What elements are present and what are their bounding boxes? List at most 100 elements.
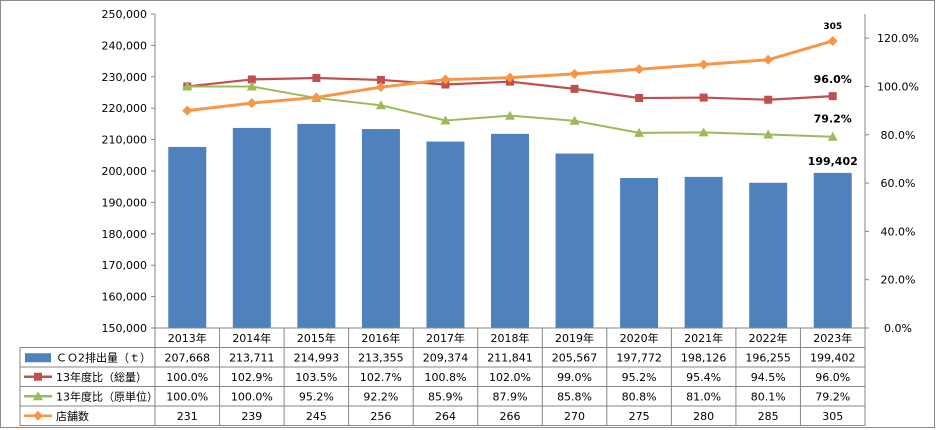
table-cell: 285: [758, 410, 779, 423]
table-cell: 211,841: [487, 351, 533, 364]
y-left-tick-label: 200,000: [102, 165, 148, 178]
point-diamond: [505, 72, 515, 83]
y-left-tick-label: 190,000: [102, 196, 148, 209]
table-cell: 245: [306, 410, 327, 423]
bar-co2: [168, 146, 207, 328]
point-diamond: [634, 64, 645, 75]
legend-key-marker: [34, 372, 42, 381]
table-cell: 102.7%: [360, 371, 402, 384]
x-tick-label: 2019年: [555, 331, 594, 345]
y-right-tick-label: 80.0%: [881, 129, 916, 142]
x-tick-label: 2017年: [426, 331, 465, 345]
annotation-stores-2023: 305: [823, 22, 842, 32]
table-cell: 94.5%: [751, 371, 786, 384]
table-cell: 214,993: [294, 351, 340, 364]
table-cell: 99.0%: [557, 371, 592, 384]
table-cell: 85.9%: [428, 390, 463, 403]
y-left-tick-label: 240,000: [102, 39, 148, 52]
table-cell: 231: [177, 410, 198, 423]
x-tick-label: 2015年: [297, 331, 336, 345]
table-cell: 87.9%: [493, 390, 528, 403]
point-diamond: [246, 98, 257, 109]
y-right-tick-label: 0.0%: [884, 322, 912, 335]
table-cell: 103.5%: [295, 371, 337, 384]
y-right-tick-label: 40.0%: [881, 225, 916, 238]
point-square: [828, 92, 837, 101]
table-cell: 197,772: [616, 351, 662, 364]
bar-co2: [620, 177, 659, 328]
legend-key-marker: [33, 391, 43, 401]
table-cell: 100.0%: [166, 371, 208, 384]
point-triangle: [440, 115, 451, 125]
bar-co2: [297, 123, 336, 328]
table-cell: 95.2%: [622, 371, 657, 384]
x-tick-label: 2018年: [491, 331, 530, 345]
table-cell: 266: [500, 410, 521, 423]
bar-co2: [749, 182, 788, 328]
table-cell: 280: [693, 410, 714, 423]
legend-key-marker: [33, 410, 43, 421]
point-diamond: [182, 105, 193, 116]
y-left-tick-label: 220,000: [102, 102, 148, 115]
legend-series-name: ＣＯ2排出量（ｔ）: [56, 350, 151, 364]
table-cell: 81.0%: [686, 390, 721, 403]
table-cell: 79.2%: [815, 390, 850, 403]
table-cell: 80.1%: [751, 390, 786, 403]
point-triangle: [246, 81, 257, 91]
bar-co2: [684, 176, 723, 328]
point-triangle: [634, 127, 645, 137]
table-cell: 205,567: [552, 351, 598, 364]
y-left-tick-label: 160,000: [102, 291, 148, 304]
bar-co2: [813, 172, 852, 328]
table-cell: 213,355: [358, 351, 404, 364]
table-cell: 198,126: [681, 351, 727, 364]
x-tick-label: 2020年: [620, 331, 659, 345]
point-square: [699, 93, 708, 102]
table-cell: 264: [435, 410, 456, 423]
table-cell: 95.4%: [686, 371, 721, 384]
x-tick-label: 2016年: [361, 331, 400, 345]
point-triangle: [698, 127, 709, 137]
table-cell: 85.8%: [557, 390, 592, 403]
point-diamond: [698, 59, 709, 70]
y-left-tick-label: 180,000: [102, 228, 148, 241]
y-left-tick-label: 150,000: [102, 322, 148, 335]
table-cell: 96.0%: [815, 371, 850, 384]
point-diamond: [827, 35, 838, 46]
y-right-tick-label: 20.0%: [881, 274, 916, 287]
point-square: [764, 95, 773, 104]
x-tick-label: 2021年: [684, 331, 723, 345]
point-triangle: [505, 110, 515, 120]
point-triangle: [763, 129, 774, 139]
table-cell: 95.2%: [299, 390, 334, 403]
legend-series-name: 店舗数: [56, 409, 89, 423]
table-cell: 80.8%: [622, 390, 657, 403]
point-diamond: [311, 92, 322, 103]
table-cell: 92.2%: [363, 390, 398, 403]
table-cell: 270: [564, 410, 585, 423]
y-left-tick-label: 210,000: [102, 134, 148, 147]
table-cell: 102.9%: [231, 371, 273, 384]
legend-series-name: 13年度比（総量）: [56, 370, 147, 384]
table-cell: 209,374: [423, 351, 469, 364]
y-right-tick-label: 60.0%: [881, 177, 916, 190]
point-triangle: [827, 131, 838, 141]
bar-co2: [232, 127, 271, 329]
table-cell: 207,668: [165, 351, 211, 364]
bar-co2: [361, 129, 400, 328]
point-diamond: [763, 54, 774, 65]
table-cell: 100.0%: [166, 390, 208, 403]
bar-co2: [555, 153, 594, 328]
annotation-total-2023: 96.0%: [814, 73, 852, 86]
y-left-tick-label: 230,000: [102, 71, 148, 84]
point-square: [376, 75, 385, 84]
point-triangle: [569, 115, 580, 125]
point-square: [570, 84, 579, 93]
table-cell: 275: [629, 410, 650, 423]
table-cell: 100.0%: [231, 390, 273, 403]
point-triangle: [375, 100, 386, 110]
point-square: [635, 94, 644, 103]
y-right-tick-label: 100.0%: [877, 80, 919, 93]
point-diamond: [440, 74, 451, 85]
